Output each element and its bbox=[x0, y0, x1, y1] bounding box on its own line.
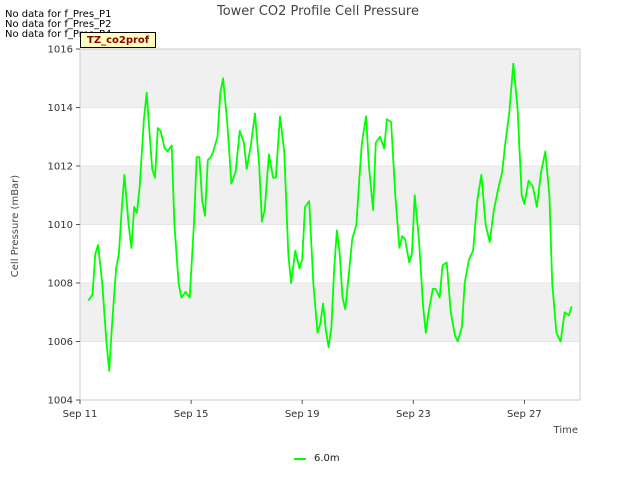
band bbox=[80, 49, 580, 108]
series-layer bbox=[87, 62, 573, 372]
y-axis: 1004 1006 1008 1010 1012 1014 1016 bbox=[48, 45, 80, 407]
x-tick-label: Sep 23 bbox=[396, 409, 431, 420]
series-line-6m bbox=[87, 62, 573, 372]
x-tick-label: Sep 11 bbox=[63, 409, 98, 420]
dataset-tag: TZ_co2prof bbox=[80, 32, 157, 48]
y-tick-label: 1006 bbox=[48, 337, 73, 348]
legend-swatch bbox=[294, 457, 306, 460]
y-tick-label: 1004 bbox=[48, 396, 73, 407]
legend: 6.0m bbox=[294, 453, 340, 464]
y-tick-label: 1012 bbox=[48, 162, 73, 173]
x-tick-label: Sep 19 bbox=[285, 409, 320, 420]
no-data-note-2: No data for f_Pres_P2 bbox=[5, 19, 112, 30]
x-axis-label: Time bbox=[553, 425, 578, 436]
x-axis: Sep 11 Sep 15 Sep 19 Sep 23 Sep 27 bbox=[63, 400, 542, 420]
y-tick-label: 1016 bbox=[48, 45, 73, 56]
background-bands bbox=[80, 49, 580, 342]
x-tick-label: Sep 27 bbox=[507, 409, 542, 420]
y-tick-label: 1010 bbox=[48, 220, 73, 231]
y-axis-label: Cell Pressure (mBar) bbox=[10, 175, 21, 277]
y-tick-label: 1014 bbox=[48, 103, 73, 114]
x-tick-label: Sep 15 bbox=[174, 409, 209, 420]
no-data-note-1: No data for f_Pres_P1 bbox=[5, 9, 112, 20]
no-data-note-3: No data for f_Pres_P4 bbox=[5, 29, 112, 40]
legend-label: 6.0m bbox=[314, 453, 340, 464]
y-tick-label: 1008 bbox=[48, 279, 73, 290]
chart-title: Tower CO2 Profile Cell Pressure bbox=[216, 4, 419, 19]
